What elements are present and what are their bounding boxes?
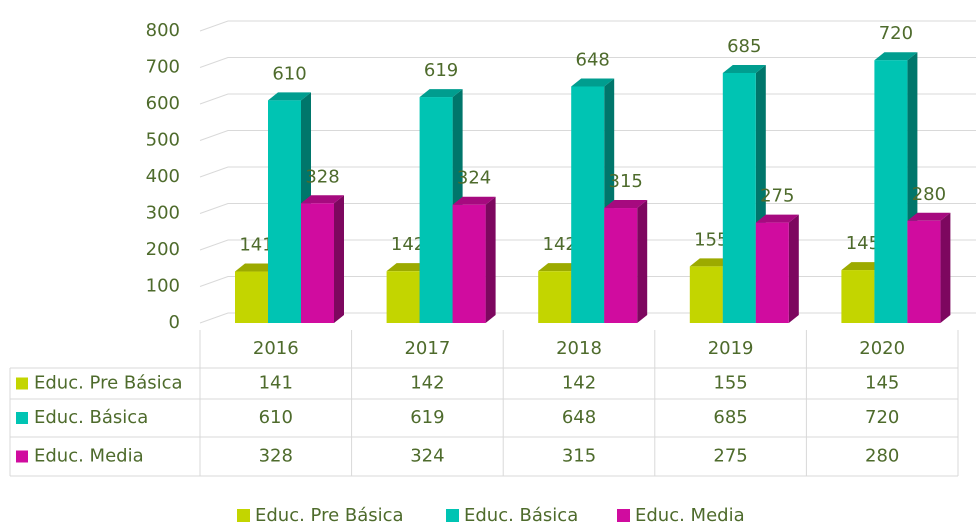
data-label: 648 xyxy=(576,49,610,70)
data-label: 619 xyxy=(424,60,458,81)
bar xyxy=(755,222,789,323)
bar xyxy=(604,208,638,323)
legend-label: Educ. Media xyxy=(635,505,745,526)
bar-top xyxy=(419,89,463,98)
bar xyxy=(907,220,941,323)
bar xyxy=(301,203,334,323)
bar-top xyxy=(538,263,582,272)
bar-top xyxy=(571,78,615,87)
y-tick-label: 700 xyxy=(146,57,180,78)
y-tick-label: 0 xyxy=(169,312,180,333)
table-cell: 141 xyxy=(259,373,293,394)
bar-side xyxy=(485,196,496,323)
table-cell: 275 xyxy=(713,446,747,467)
table-legend-key xyxy=(16,412,28,424)
grid-line xyxy=(199,20,976,32)
data-label: 610 xyxy=(272,63,306,84)
x-tick-label: 2017 xyxy=(404,338,450,359)
data-label: 275 xyxy=(760,186,794,207)
bar xyxy=(689,266,723,323)
data-label: 685 xyxy=(727,36,761,57)
table-cell: 324 xyxy=(410,446,444,467)
bar xyxy=(419,97,453,323)
table-cell: 610 xyxy=(259,407,293,428)
y-tick-label: 400 xyxy=(146,166,180,187)
x-tick-label: 2018 xyxy=(556,338,602,359)
bar-top xyxy=(907,212,951,221)
bar xyxy=(874,60,908,323)
bar-top xyxy=(268,92,311,101)
y-tick-label: 300 xyxy=(146,203,180,224)
x-tick-label: 2019 xyxy=(708,338,754,359)
y-tick-label: 100 xyxy=(146,276,180,297)
table-row-label: Educ. Pre Básica xyxy=(34,373,183,394)
bar-side xyxy=(637,200,648,323)
bar xyxy=(722,72,756,323)
legend-key xyxy=(237,509,250,522)
table-row-label: Educ. Media xyxy=(34,446,144,467)
bar-side xyxy=(334,195,344,323)
y-tick-label: 800 xyxy=(146,20,180,41)
data-label: 280 xyxy=(912,184,946,205)
table-cell: 145 xyxy=(865,373,899,394)
table-cell: 142 xyxy=(562,373,596,394)
table-legend-key xyxy=(16,450,28,463)
legend-key xyxy=(617,509,630,522)
bar-top xyxy=(604,200,648,209)
y-tick-label: 200 xyxy=(146,239,180,260)
table-cell: 280 xyxy=(865,446,899,467)
data-label: 142 xyxy=(391,234,425,255)
bar xyxy=(235,271,268,323)
y-tick-label: 600 xyxy=(146,93,180,114)
grid-line xyxy=(199,57,976,68)
data-label: 315 xyxy=(609,171,643,192)
bar xyxy=(386,271,420,323)
bar xyxy=(841,270,875,323)
table-cell: 619 xyxy=(410,407,444,428)
bar-top xyxy=(689,258,733,267)
table-cell: 685 xyxy=(713,407,747,428)
bar-top xyxy=(235,263,278,272)
data-label: 328 xyxy=(305,166,339,187)
bar-side xyxy=(788,214,799,323)
bar-top xyxy=(841,262,885,271)
bar-top xyxy=(755,214,799,223)
bar-top xyxy=(301,195,344,204)
legend-key xyxy=(446,509,459,522)
bar xyxy=(571,86,605,323)
x-tick-label: 2016 xyxy=(253,338,299,359)
data-label: 142 xyxy=(543,234,577,255)
bar-top xyxy=(386,263,430,272)
table-cell: 720 xyxy=(865,407,899,428)
table-cell: 142 xyxy=(410,373,444,394)
x-tick-label: 2020 xyxy=(859,338,905,359)
data-label: 155 xyxy=(694,229,728,250)
legend-label: Educ. Básica xyxy=(464,505,578,526)
data-label: 720 xyxy=(879,23,913,44)
bar-top xyxy=(874,52,918,61)
legend-label: Educ. Pre Básica xyxy=(255,505,404,526)
table-cell: 155 xyxy=(713,373,747,394)
table-row-label: Educ. Básica xyxy=(34,407,148,428)
table-legend-key xyxy=(16,377,28,390)
bar-top xyxy=(722,64,766,73)
table-cell: 648 xyxy=(562,407,596,428)
data-label: 324 xyxy=(457,168,491,189)
bar-side xyxy=(940,212,951,323)
bar xyxy=(452,204,486,323)
bar xyxy=(538,271,572,323)
bar xyxy=(268,100,301,323)
bar-top xyxy=(452,196,496,205)
y-tick-label: 500 xyxy=(146,130,180,151)
data-label: 141 xyxy=(239,235,273,256)
table-cell: 315 xyxy=(562,446,596,467)
data-label: 145 xyxy=(846,233,880,254)
table-cell: 328 xyxy=(259,446,293,467)
